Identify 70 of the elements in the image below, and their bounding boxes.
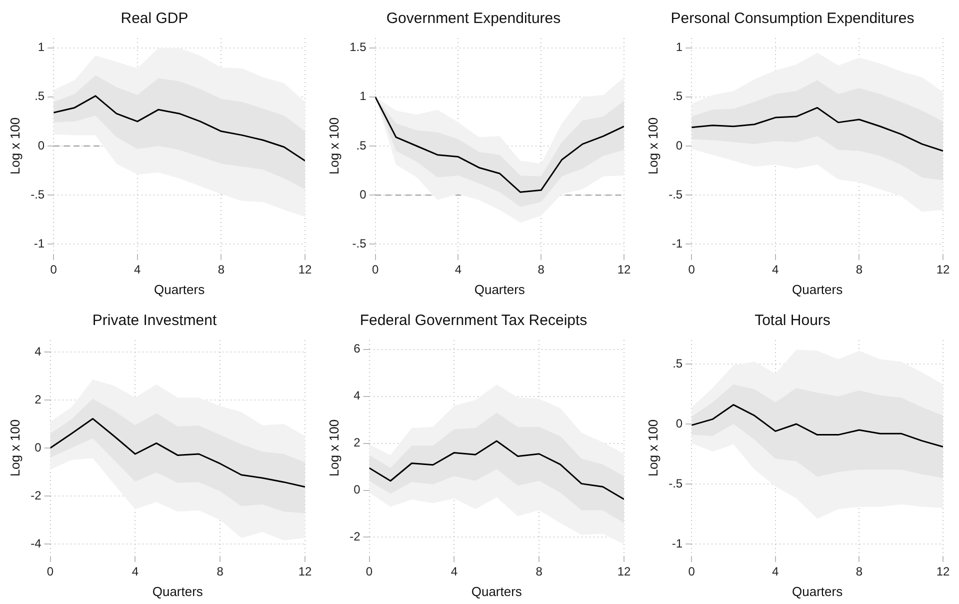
y-tick-label: -.5 [668,187,683,202]
y-tick-label: 0 [676,138,683,152]
x-tick-label: 8 [538,262,545,277]
y-tick-label: .5 [34,89,45,104]
y-axis-title: Log x 100 [645,419,660,477]
x-axis-title: Quarters [474,282,526,297]
y-tick-label: 1 [360,89,367,104]
x-tick-label: 8 [536,564,543,579]
x-tick-label: 4 [454,262,462,277]
y-axis-title: Log x 100 [326,117,342,175]
x-tick-label: 12 [936,564,950,579]
y-tick-label: -1 [672,236,683,250]
x-axis-title: Quarters [154,282,206,297]
y-tick-label: -1 [672,536,683,550]
y-tick-label: 0 [676,416,683,430]
y-axis-title: Log x 100 [7,117,22,175]
chart-title: Government Expenditures [386,10,561,28]
y-tick-label: 1 [676,40,683,54]
x-tick-label: 12 [298,564,312,579]
x-tick-label: 12 [936,262,950,277]
y-tick-label: -2 [350,530,361,544]
x-axis-title: Quarters [792,282,844,297]
y-tick-label: -.5 [668,476,683,490]
chart-title: Real GDP [120,10,188,28]
x-axis-title: Quarters [792,584,844,599]
x-tick-label: 4 [450,564,458,579]
chart-title: Personal Consumption Expenditures [670,10,914,28]
x-tick-label: 8 [856,262,863,277]
y-tick-label: 2 [34,392,42,406]
y-axis-title: Log x 100 [326,419,342,477]
x-tick-label: 8 [218,262,225,277]
x-tick-label: 4 [132,564,139,579]
chart-title: Federal Government Tax Receipts [360,312,588,330]
y-tick-label: 0 [360,187,367,202]
y-tick-label: 1 [38,40,45,54]
y-tick-label: 1.5 [350,40,367,54]
y-tick-label: -1 [34,236,45,250]
y-tick-label: -2 [30,488,42,502]
x-tick-label: 0 [46,564,54,579]
x-tick-label: 8 [216,564,224,579]
y-tick-label: .5 [672,356,683,370]
y-tick-label: .5 [672,89,683,104]
y-axis-title: Log x 100 [7,419,22,477]
y-tick-label: .5 [356,138,367,152]
x-axis-title: Quarters [152,584,204,599]
y-axis-title: Log x 100 [645,117,660,175]
x-tick-label: 4 [772,564,780,579]
y-tick-label: 0 [34,440,42,454]
y-tick-label: -4 [30,536,42,550]
y-tick-label: 0 [354,482,361,497]
y-tick-label: -.5 [352,236,367,250]
x-tick-label: 12 [617,564,631,579]
y-tick-label: -.5 [30,187,45,202]
x-tick-label: 4 [134,262,142,277]
x-tick-label: 0 [688,262,696,277]
x-tick-label: 0 [688,564,696,579]
y-tick-label: 4 [354,388,361,403]
y-tick-label: 0 [38,138,45,152]
chart-title: Private Investment [92,312,218,330]
x-tick-label: 8 [856,564,863,579]
chart-title: Total Hours [754,312,830,330]
x-tick-label: 4 [772,262,780,277]
x-axis-title: Quarters [471,584,522,599]
y-tick-label: 2 [354,436,361,450]
y-tick-label: 4 [34,344,42,358]
x-tick-label: 0 [372,262,379,277]
x-tick-label: 12 [617,262,631,277]
y-tick-label: 6 [354,342,361,356]
x-tick-label: 0 [50,262,58,277]
x-tick-label: 12 [298,262,312,277]
